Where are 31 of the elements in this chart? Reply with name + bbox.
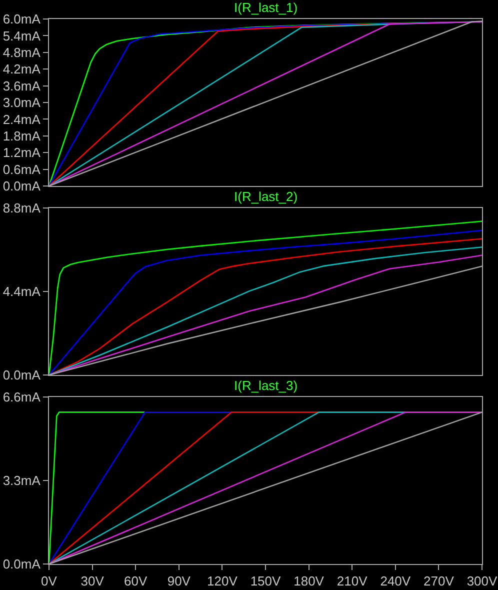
- y-tick-label: 4.4mA: [2, 284, 41, 300]
- y-tick-label: 0.0mA: [2, 178, 41, 194]
- chart-title: I(R_last_2): [234, 189, 298, 204]
- y-tick-label: 0.6mA: [2, 162, 41, 177]
- y-tick-label: 3.6mA: [2, 78, 41, 94]
- y-tick-label: 1.2mA: [2, 145, 41, 160]
- x-tick-label: 120V: [207, 574, 238, 589]
- y-tick-label: 3.0mA: [2, 95, 41, 110]
- x-tick-label: 150V: [250, 574, 281, 589]
- x-tick-label: 90V: [167, 574, 191, 589]
- y-tick-label: 4.2mA: [2, 62, 41, 77]
- y-tick-label: 4.8mA: [2, 44, 41, 60]
- y-tick-label: 2.4mA: [2, 112, 41, 127]
- chart-title: I(R_last_1): [234, 0, 298, 15]
- y-tick-label: 6.6mA: [2, 390, 41, 405]
- x-tick-label: 210V: [336, 574, 368, 589]
- x-tick-label: 30V: [80, 574, 104, 589]
- x-tick-label: 270V: [424, 574, 454, 589]
- x-tick-label: 300V: [466, 574, 498, 589]
- x-tick-label: 0V: [41, 574, 58, 589]
- y-tick-label: 1.8mA: [2, 128, 41, 144]
- x-tick-label: 180V: [294, 574, 324, 589]
- chart-title: I(R_last_3): [234, 378, 298, 393]
- y-tick-label: 6.0mA: [2, 12, 41, 27]
- y-tick-label: 8.8mA: [2, 200, 41, 216]
- x-tick-label: 240V: [380, 574, 411, 589]
- y-tick-label: 5.4mA: [2, 28, 41, 44]
- y-tick-label: 0.0mA: [2, 368, 41, 383]
- y-tick-label: 0.0mA: [2, 556, 41, 572]
- y-tick-label: 3.3mA: [2, 473, 41, 488]
- x-tick-label: 60V: [124, 574, 148, 589]
